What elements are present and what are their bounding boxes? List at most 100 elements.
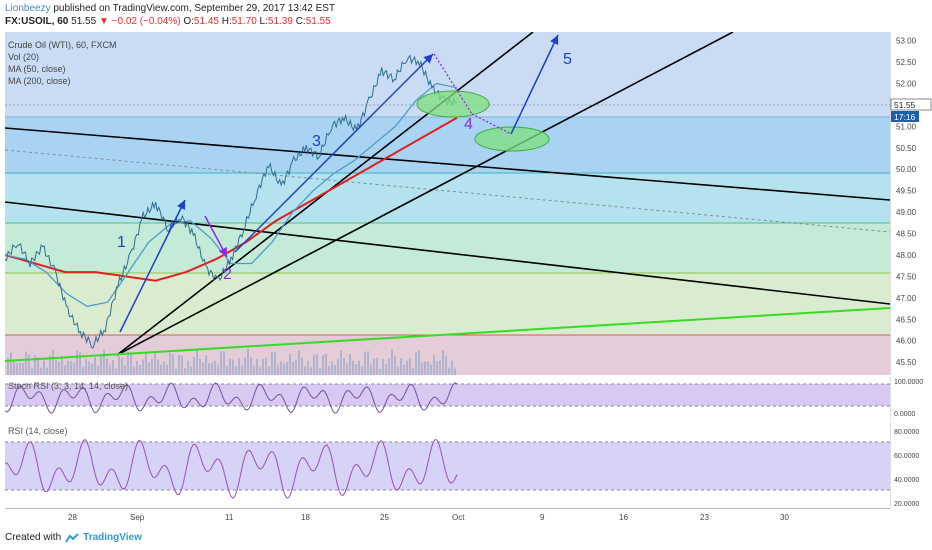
volume-bar (7, 358, 9, 375)
volume-bar (178, 354, 180, 375)
volume-bar (241, 365, 243, 375)
volume-bar (220, 351, 222, 375)
volume-bar (19, 362, 21, 375)
rsi-axis: 80.0000 60.0000 40.0000 20.0000 (890, 422, 919, 508)
stoch-tick-0: 0.0000 (894, 411, 916, 418)
rsi-label: RSI (14, close) (8, 426, 68, 436)
wave-3-arrow[interactable] (234, 53, 434, 253)
volume-bar (202, 362, 204, 375)
rsi-tick-40: 40.0000 (894, 477, 919, 484)
volume-bar (283, 363, 285, 375)
volume-bar (292, 361, 294, 375)
volume-bar (181, 355, 183, 375)
volume-bar (337, 359, 339, 375)
volume-bar (76, 350, 78, 375)
volume-bar (64, 365, 66, 375)
volume-bar (190, 366, 192, 375)
price-tick: 45.50 (896, 358, 917, 367)
volume-bar (232, 359, 234, 375)
time-tick-30: 30 (780, 513, 789, 522)
dashed-trendline[interactable] (5, 149, 890, 233)
time-tick-11: 11 (225, 513, 234, 522)
volume-bar (421, 362, 423, 375)
wave-4-target-ellipse[interactable] (416, 90, 490, 118)
volume-bar (193, 357, 195, 375)
trendline-upper-channel[interactable] (5, 127, 890, 201)
volume-bar (37, 357, 39, 375)
volume-bar (124, 365, 126, 375)
last-price-badge-text: 51.55 (894, 100, 916, 110)
volume-bar (340, 350, 342, 375)
tradingview-logo-icon (65, 532, 79, 543)
wave-label-2: 2 (223, 266, 232, 283)
rsi-pane[interactable]: RSI (14, close) (5, 422, 890, 508)
volume-bar (97, 365, 99, 375)
trendline-support[interactable] (116, 32, 734, 356)
volume-bar (451, 360, 453, 375)
author-name[interactable]: Lionbeezy (5, 3, 51, 14)
stoch-band (5, 384, 890, 406)
volume-bar (25, 351, 27, 375)
volume-bar (154, 351, 156, 375)
volume-bar (127, 351, 129, 375)
tradingview-brand[interactable]: TradingView (83, 532, 142, 543)
volume-bar (31, 367, 33, 375)
time-axis[interactable]: 28 Sep 11 18 25 Oct 9 16 23 30 (5, 508, 890, 527)
price-tick: 50.50 (896, 144, 917, 153)
volume-bar (226, 365, 228, 375)
volume-bar (247, 349, 249, 375)
volume-bar (433, 355, 435, 375)
volume-bar (256, 358, 258, 375)
price-pane[interactable]: 1 2 3 4 5 Crude Oil (WTI), 60, FXCM Vol … (5, 32, 890, 375)
volume-bar (88, 361, 90, 375)
volume-bar (82, 367, 84, 375)
wave-2-arrow[interactable] (204, 215, 228, 258)
volume-bar (370, 364, 372, 375)
wave-5-arrow[interactable] (510, 34, 559, 135)
volume-bar (280, 361, 282, 375)
header-line-1: Lionbeezy published on TradingView.com, … (5, 3, 335, 15)
wave-label-1: 1 (117, 234, 126, 251)
volume-bar (169, 352, 171, 375)
high-label: H: (221, 16, 232, 27)
volume-bar (43, 360, 45, 375)
stoch-axis: 100.0000 0.0000 (890, 377, 923, 420)
rsi-line (5, 438, 458, 499)
volume-bar (352, 360, 354, 375)
last-price: 51.55 (71, 16, 97, 27)
volume-bar (22, 363, 24, 375)
stoch-rsi-pane[interactable]: Stoch RSI (3, 3, 14, 14, close) (5, 377, 890, 420)
volume-bar (397, 366, 399, 375)
volume-bar (73, 363, 75, 375)
volume-bar (100, 356, 102, 375)
rsi-tick-60: 60.0000 (894, 453, 919, 460)
rsi-band (5, 442, 890, 490)
volume-bar (391, 349, 393, 375)
price-tick: 46.50 (896, 315, 917, 324)
price-tick: 49.50 (896, 187, 917, 196)
symbol: FX:USOIL, 60 (5, 16, 69, 27)
price-tick: 50.00 (896, 165, 917, 174)
time-tick-9: 9 (540, 513, 545, 522)
wave-4-alt-path[interactable] (471, 113, 512, 135)
volume-bar (265, 357, 267, 375)
volume-bar (58, 361, 60, 375)
trendline-lower-channel[interactable] (5, 201, 890, 305)
green-trendline[interactable] (5, 307, 890, 362)
volume-bar (271, 351, 273, 375)
volume-bar (142, 359, 144, 375)
volume-bar (328, 365, 330, 375)
volume-bar (385, 364, 387, 375)
volume-bar (16, 363, 18, 375)
wave-4-alt-target-ellipse[interactable] (474, 126, 550, 152)
volume-bar (253, 365, 255, 375)
price-axis[interactable]: 53.0052.5052.0051.5051.0050.5050.0049.50… (890, 32, 932, 375)
volume-bar (112, 360, 114, 375)
close-label: C: (295, 16, 306, 27)
volume-bar (286, 361, 288, 375)
volume-bar (244, 357, 246, 375)
wave-1-arrow[interactable] (119, 199, 186, 333)
volume-bar (415, 352, 417, 375)
volume-bar (427, 361, 429, 375)
volume-bar (40, 367, 42, 375)
